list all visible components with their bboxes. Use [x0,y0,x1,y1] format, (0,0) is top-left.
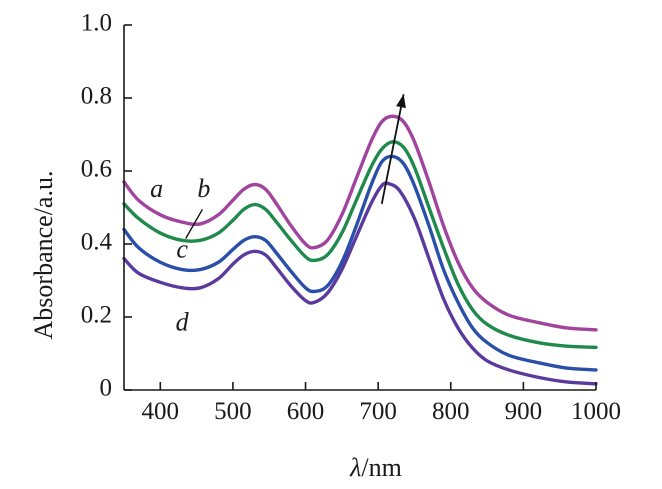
x-axis-unit: nm [369,453,402,482]
curve-label-d: d [176,307,190,336]
x-tick-label: 400 [142,398,180,425]
y-tick-label: 0.4 [81,229,113,256]
plot-area: a b c d [122,94,598,386]
curve-label-b: b [197,174,210,203]
shift-arrow-head [396,94,406,109]
y-tick-label: 1.0 [81,10,112,37]
label-leader-line [185,208,204,239]
y-tick-label: 0 [100,375,113,402]
curve-label-a: a [150,174,163,203]
x-tick-label: 700 [359,398,397,425]
axes: 400 500 600 700 800 900 1000 0 0.2 0.4 0.6 0.8 1.0 [81,10,621,425]
x-tick-label: 500 [214,398,252,425]
shift-arrow-line [380,94,405,205]
y-tick-label: 0.2 [81,302,112,329]
x-axis-symbol: λ [349,453,361,482]
curve-label-c: c [176,234,188,263]
x-tick-label: 800 [432,398,470,425]
x-axis-title: λ/nm [349,453,402,482]
x-tick-label: 600 [287,398,325,425]
y-tick-label: 0.8 [81,83,112,110]
series-line-b [122,140,598,349]
labels: Absorbance/a.u. λ/nm [29,171,402,482]
series-line-a [122,114,598,332]
series-line-c [122,154,598,372]
x-tick-label: 1000 [571,398,621,425]
y-tick-label: 0.6 [81,156,112,183]
y-axis-title: Absorbance/a.u. [29,171,58,340]
x-tick-label: 900 [505,398,543,425]
series-line-d [122,181,598,386]
x-axis-separator: / [361,453,369,482]
